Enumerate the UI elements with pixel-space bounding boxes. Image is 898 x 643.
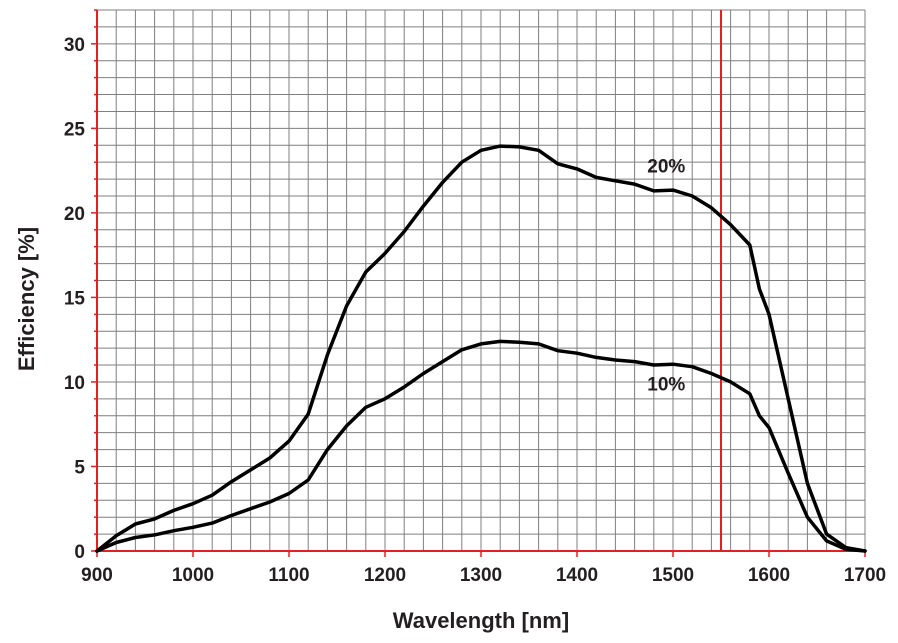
series-line-2 bbox=[95, 339, 867, 553]
series-group bbox=[95, 144, 867, 553]
x-tick-label: 1300 bbox=[460, 565, 502, 586]
y-tick-label: 0 bbox=[74, 542, 85, 563]
y-tick-label: 30 bbox=[64, 35, 85, 56]
x-tick-label: 1600 bbox=[748, 565, 790, 586]
grid bbox=[97, 9, 866, 551]
series-label-1: 20% bbox=[647, 156, 685, 177]
x-tick-label: 1500 bbox=[652, 565, 694, 586]
x-tick-label: 900 bbox=[81, 565, 113, 586]
y-tick-label: 15 bbox=[64, 288, 86, 309]
x-tick-label: 1200 bbox=[364, 565, 406, 586]
x-tick-label: 1100 bbox=[268, 565, 309, 586]
y-tick-label: 25 bbox=[64, 119, 86, 140]
y-tick-label: 5 bbox=[74, 457, 85, 478]
x-axis-title: Wavelength [nm] bbox=[393, 608, 569, 633]
series-line-1 bbox=[95, 144, 867, 553]
x-tick-label: 1000 bbox=[172, 565, 214, 586]
axes bbox=[91, 9, 866, 557]
series-label-2: 10% bbox=[647, 374, 685, 395]
x-tick-label: 1400 bbox=[556, 565, 598, 586]
tick-labels: 900 1000 1100 1200 1300 1400 1500 1600 1700 0 5 10 1… bbox=[64, 35, 886, 586]
y-axis-title: Efficiency [%] bbox=[14, 227, 39, 371]
series-labels: 20% 10% bbox=[647, 156, 685, 395]
y-tick-label: 10 bbox=[64, 373, 85, 394]
y-tick-label: 20 bbox=[64, 204, 85, 225]
x-tick-label: 1700 bbox=[844, 565, 886, 586]
